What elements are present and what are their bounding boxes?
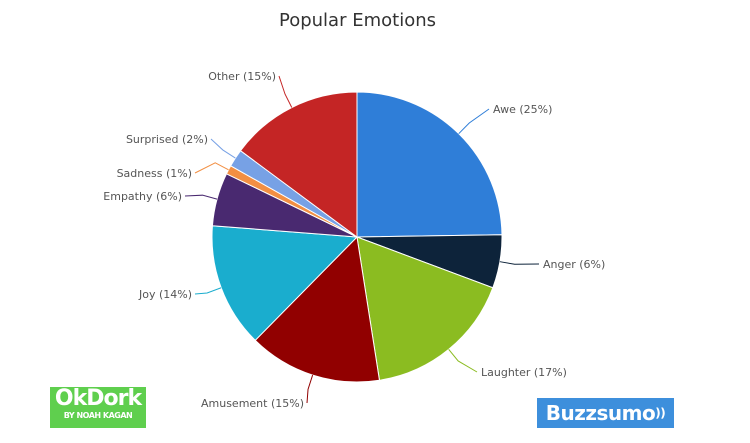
pie-slice-joy[interactable] [211,225,359,342]
connector-sadness [194,162,229,174]
connector-anger [499,261,540,265]
buzzsumo-logo-text: Buzzsumo [545,401,656,425]
connector-surprised [210,138,236,159]
connector-other [278,75,293,108]
data-label-empathy: Empathy (6%) [103,190,182,203]
data-label-surprised: Surprised (2%) [126,133,208,146]
chart-title: Popular Emotions [279,10,436,31]
connector-awe [458,108,490,135]
okdork-logo: OkDork BY NOAH KAGAN [50,387,146,428]
data-label-joy: Joy (14%) [138,288,192,301]
connector-joy [194,287,222,295]
connector-laughter [448,349,478,373]
data-label-anger: Anger (6%) [543,258,605,271]
signal-icon: )) [655,406,666,420]
data-label-amusement: Amusement (15%) [201,397,304,410]
okdork-logo-subtext: BY NOAH KAGAN [63,411,133,420]
connector-amusement [306,374,314,404]
data-label-laughter: Laughter (17%) [481,366,567,379]
data-label-other: Other (15%) [208,70,276,83]
pie-slice-awe[interactable] [356,91,503,238]
connector-empathy [184,194,218,200]
buzzsumo-logo: Buzzsumo)) [537,398,674,428]
okdork-logo-text: OkDork [54,387,142,411]
data-label-awe: Awe (25%) [493,103,552,116]
data-label-sadness: Sadness (1%) [117,167,192,180]
